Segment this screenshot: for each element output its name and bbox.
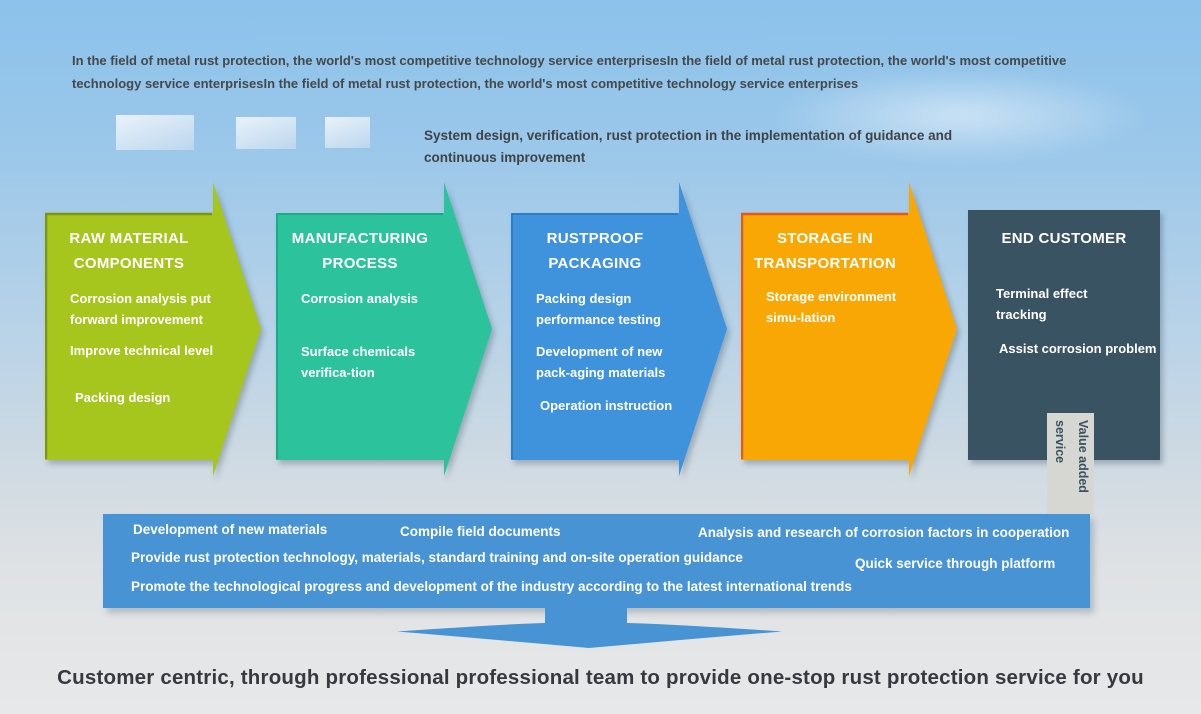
- right-arrow-shape: [276, 182, 492, 476]
- banner-item: Provide rust protection technology, mate…: [131, 550, 743, 565]
- banner-item: Analysis and research of corrosion facto…: [698, 525, 1070, 540]
- stage-item: Packing design performance testing: [536, 291, 661, 327]
- stage-title: STORAGE IN TRANSPORTATION: [754, 230, 896, 272]
- stage-title: END CUSTOMER: [1001, 230, 1127, 247]
- stage-item: Improve technical level: [70, 343, 214, 358]
- banner-item: Development of new materials: [133, 522, 328, 537]
- services-banner: Development of new materials Compile fie…: [103, 514, 1090, 608]
- value-added-line: Value added: [1076, 420, 1090, 493]
- stage-item: Development of new pack-aging materials: [536, 344, 666, 380]
- stage-manufacturing-process: MANUFACTURING PROCESS Corrosion analysis…: [276, 182, 492, 476]
- banner-item: Promote the technological progress and d…: [131, 579, 852, 594]
- stage-title: RAW MATERIAL COMPONENTS: [69, 230, 189, 272]
- decor-box-medium: [236, 117, 296, 149]
- banner-item: Compile field documents: [400, 524, 561, 539]
- system-design-caption: System design, verification, rust protec…: [424, 127, 953, 166]
- stage-item: Packing design: [75, 390, 171, 405]
- decor-box-small: [325, 117, 370, 148]
- right-arrow-shape: [741, 182, 957, 476]
- stage-item: Terminal effect tracking: [996, 286, 1088, 322]
- decor-box-large: [116, 115, 194, 150]
- stage-item: Surface chemicals verifica-tion: [301, 344, 416, 380]
- stage-storage-in-transportation: STORAGE IN TRANSPORTATION Storage enviro…: [741, 182, 957, 476]
- right-arrow-shape: [511, 182, 727, 476]
- cloud-wisp: [770, 68, 1150, 163]
- value-added-service-tab: Value added service: [1047, 413, 1094, 514]
- value-added-line: service: [1053, 420, 1067, 464]
- banner-item: Quick service through platform: [855, 556, 1056, 571]
- stage-item: Storage environment simu-lation: [766, 289, 897, 325]
- stage-item: Corrosion analysis: [301, 291, 419, 306]
- stage-title: MANUFACTURING PROCESS: [291, 230, 429, 272]
- stage-item: Corrosion analysis put forward improveme…: [70, 291, 211, 327]
- stage-item: Operation instruction: [540, 398, 673, 413]
- stage-raw-material-components: RAW MATERIAL COMPONENTS Corrosion analys…: [45, 182, 261, 476]
- intro-paragraph: In the field of metal rust protection, t…: [72, 53, 1067, 91]
- stage-title: RUSTPROOF PACKAGING: [546, 230, 644, 272]
- footer-headline: Customer centric, through professional p…: [57, 666, 1144, 689]
- stage-rustproof-packaging: RUSTPROOF PACKAGING Packing design perfo…: [511, 182, 727, 476]
- stage-item: Assist corrosion problem: [999, 341, 1157, 356]
- right-arrow-shape: [45, 182, 261, 476]
